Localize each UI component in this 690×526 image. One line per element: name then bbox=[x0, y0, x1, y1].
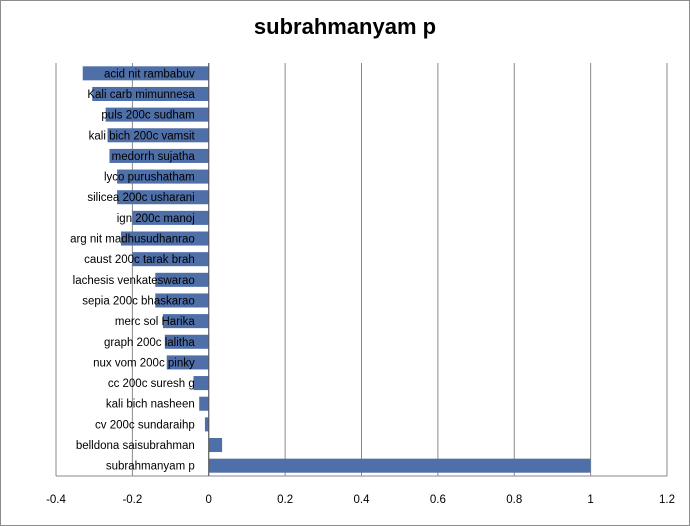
bar-1 bbox=[92, 86, 209, 101]
category-label-15: cc 200c suresh g bbox=[108, 378, 195, 390]
category-label-19: subrahmanyam p bbox=[106, 461, 195, 473]
bar-13 bbox=[164, 334, 209, 349]
bar-0 bbox=[82, 66, 209, 81]
x-tick-label-0: -0.4 bbox=[46, 494, 66, 506]
category-label-8: arg nit madhusudhanrao bbox=[70, 234, 195, 246]
category-label-10: lachesis venkateswarao bbox=[73, 275, 195, 287]
x-tick-label-3: 0.2 bbox=[277, 494, 293, 506]
bar-15 bbox=[193, 376, 209, 391]
bar-4 bbox=[109, 148, 209, 163]
category-label-9: caust 200c tarak brah bbox=[84, 254, 195, 266]
bar-18 bbox=[208, 438, 223, 453]
category-label-5: lyco purushatham bbox=[104, 172, 195, 184]
x-tick-label-7: 1 bbox=[587, 494, 593, 506]
category-label-0: acid nit rambabuv bbox=[104, 68, 195, 80]
bar-7 bbox=[132, 210, 209, 225]
bar-17 bbox=[204, 417, 209, 432]
category-label-1: Kali carb mimunnesa bbox=[87, 89, 195, 101]
x-tick-label-8: 1.2 bbox=[659, 494, 675, 506]
x-tick-label-1: -0.2 bbox=[122, 494, 142, 506]
x-tick-label-6: 0.8 bbox=[506, 494, 522, 506]
category-label-6: silicea 200c usharani bbox=[87, 192, 194, 204]
x-tick-label-2: 0 bbox=[206, 494, 212, 506]
bar-19 bbox=[208, 458, 591, 473]
plot-area: -0.4 -0.2 0 0.2 0.4 0.6 0.8 1 1.2 acid nit rambab… bbox=[46, 63, 675, 506]
bar-9 bbox=[132, 252, 209, 267]
category-label-3: kali bich 200c vamsit bbox=[89, 130, 196, 142]
bar-5 bbox=[117, 169, 209, 184]
bar-11 bbox=[155, 293, 209, 308]
x-tick-label-5: 0.6 bbox=[430, 494, 446, 506]
category-label-12: merc sol Harika bbox=[115, 316, 195, 328]
bar-12 bbox=[162, 314, 209, 329]
bar-10 bbox=[155, 272, 209, 287]
bar-2 bbox=[105, 107, 209, 122]
x-tick-label-4: 0.4 bbox=[354, 494, 371, 506]
category-label-2: puls 200c sudham bbox=[101, 110, 194, 122]
category-label-7: ign 200c manoj bbox=[117, 213, 195, 225]
bar-8 bbox=[120, 231, 209, 246]
chart-title: subrahmanyam p bbox=[253, 14, 437, 39]
category-label-16: kali bich nasheen bbox=[106, 399, 195, 411]
category-label-17: cv 200c sundaraihp bbox=[95, 419, 195, 431]
category-label-13: graph 200c lalitha bbox=[104, 337, 195, 349]
bar-16 bbox=[199, 396, 209, 411]
bar-3 bbox=[107, 128, 209, 143]
bar-6 bbox=[117, 190, 209, 205]
bar-14 bbox=[166, 355, 209, 370]
category-label-4: medorrh sujatha bbox=[112, 151, 196, 163]
category-label-18: belldona saisubrahman bbox=[76, 440, 195, 452]
category-label-11: sepia 200c bhaskarao bbox=[82, 295, 195, 307]
category-label-14: nux vom 200c pinky bbox=[93, 357, 195, 369]
